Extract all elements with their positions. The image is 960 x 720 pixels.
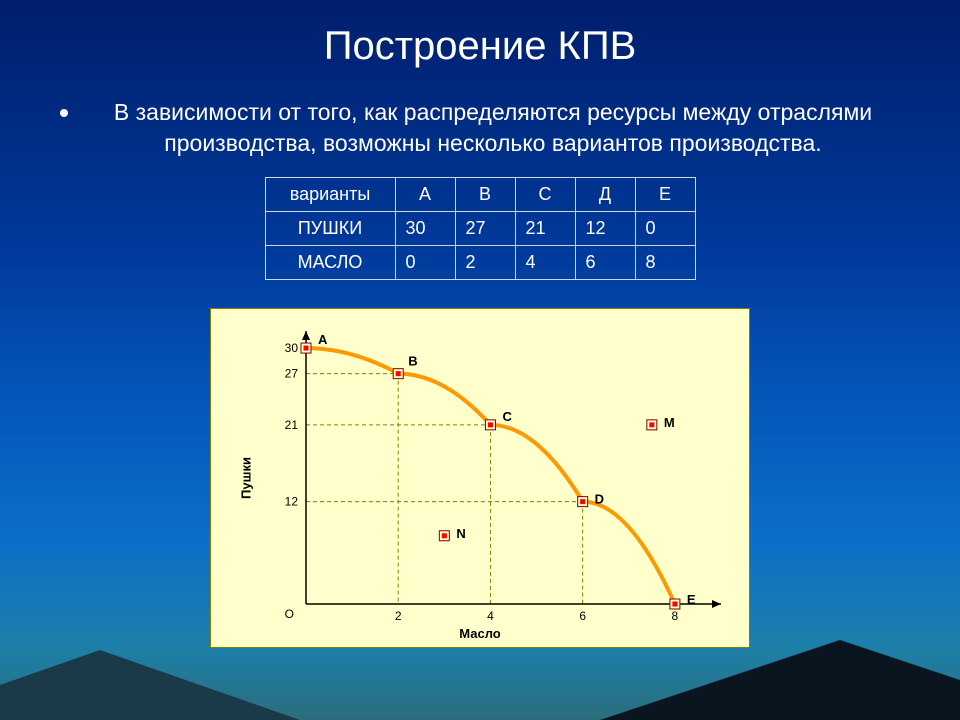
- table-cell: 0: [395, 246, 455, 280]
- bullet-text: В зависимости от того, как распределяютс…: [86, 97, 900, 159]
- slide-title: Построение КПВ: [0, 0, 960, 69]
- svg-text:4: 4: [487, 609, 494, 623]
- svg-text:2: 2: [395, 609, 402, 623]
- bullet-row: В зависимости от того, как распределяютс…: [0, 69, 960, 159]
- table-cell: Д: [575, 178, 635, 212]
- svg-text:O: O: [285, 607, 294, 621]
- table-cell: 6: [575, 246, 635, 280]
- bg-mountain-right: [600, 640, 960, 720]
- svg-text:A: A: [318, 332, 328, 347]
- x-axis-label: Масло: [459, 626, 500, 641]
- svg-text:M: M: [664, 415, 675, 430]
- svg-text:27: 27: [285, 367, 299, 381]
- table-cell: 30: [395, 212, 455, 246]
- svg-text:21: 21: [285, 418, 299, 432]
- svg-text:30: 30: [285, 341, 299, 355]
- svg-text:N: N: [456, 526, 465, 541]
- table-cell: В: [455, 178, 515, 212]
- table-cell: 27: [455, 212, 515, 246]
- table-cell: 8: [635, 246, 695, 280]
- table-cell: 0: [635, 212, 695, 246]
- table-cell: 21: [515, 212, 575, 246]
- table-cell: А: [395, 178, 455, 212]
- table-cell: С: [515, 178, 575, 212]
- svg-text:C: C: [502, 409, 512, 424]
- svg-text:8: 8: [672, 609, 679, 623]
- svg-text:B: B: [408, 354, 417, 369]
- variants-table: варианты А В С Д Е ПУШКИ 30 27 21 12 0 М…: [265, 177, 696, 280]
- table-row: ПУШКИ 30 27 21 12 0: [265, 212, 695, 246]
- svg-text:12: 12: [285, 495, 299, 509]
- svg-text:6: 6: [579, 609, 586, 623]
- table-cell: 2: [455, 246, 515, 280]
- chart-svg: 12 21 27 30 2 4 6 8 O A B C D E N M: [211, 309, 751, 649]
- row-label-pushki: ПУШКИ: [265, 212, 395, 246]
- svg-text:E: E: [687, 592, 696, 607]
- row-label-variants: варианты: [265, 178, 395, 212]
- table-cell: 4: [515, 246, 575, 280]
- bullet-dot-icon: [60, 109, 68, 117]
- y-axis-label: Пушки: [238, 457, 253, 499]
- bg-mountain-left: [0, 650, 300, 720]
- table-row: варианты А В С Д Е: [265, 178, 695, 212]
- table-row: МАСЛО 0 2 4 6 8: [265, 246, 695, 280]
- svg-text:D: D: [595, 492, 604, 507]
- table-cell: 12: [575, 212, 635, 246]
- table-cell: Е: [635, 178, 695, 212]
- row-label-maslo: МАСЛО: [265, 246, 395, 280]
- ppf-chart: 12 21 27 30 2 4 6 8 O A B C D E N M Пушки Масло: [210, 308, 750, 648]
